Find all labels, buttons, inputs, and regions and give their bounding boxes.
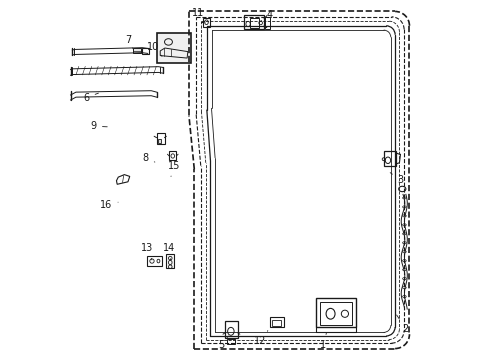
Text: 1: 1	[320, 333, 326, 350]
Text: 5: 5	[218, 336, 228, 350]
Text: 9: 9	[91, 121, 107, 131]
Bar	[147, 256, 162, 266]
Bar	[226, 338, 235, 344]
Bar	[156, 33, 190, 63]
Text: 11: 11	[191, 8, 204, 22]
Text: 2: 2	[396, 315, 408, 334]
Bar	[383, 151, 395, 166]
Bar	[156, 134, 164, 144]
Text: 6: 6	[83, 93, 98, 103]
Bar	[224, 320, 237, 338]
Text: 16: 16	[100, 200, 118, 210]
Text: 8: 8	[142, 153, 155, 163]
Bar	[244, 15, 264, 30]
Bar	[270, 317, 284, 327]
Text: 4: 4	[261, 10, 272, 21]
Bar	[142, 48, 148, 54]
Bar	[166, 253, 174, 268]
Bar	[203, 18, 209, 27]
Bar	[319, 302, 351, 325]
Bar	[169, 151, 176, 160]
Bar	[265, 17, 269, 30]
Text: 10: 10	[146, 42, 162, 56]
Bar	[133, 48, 140, 53]
Text: 13: 13	[141, 243, 153, 260]
Bar	[158, 139, 161, 143]
Text: 7: 7	[124, 35, 133, 49]
Polygon shape	[160, 48, 187, 58]
Text: 15: 15	[168, 161, 181, 176]
Bar	[316, 298, 355, 327]
Text: 3: 3	[389, 173, 403, 185]
Text: 12: 12	[254, 330, 267, 346]
Bar	[272, 320, 281, 325]
Bar	[249, 18, 258, 28]
Text: 14: 14	[163, 243, 175, 260]
